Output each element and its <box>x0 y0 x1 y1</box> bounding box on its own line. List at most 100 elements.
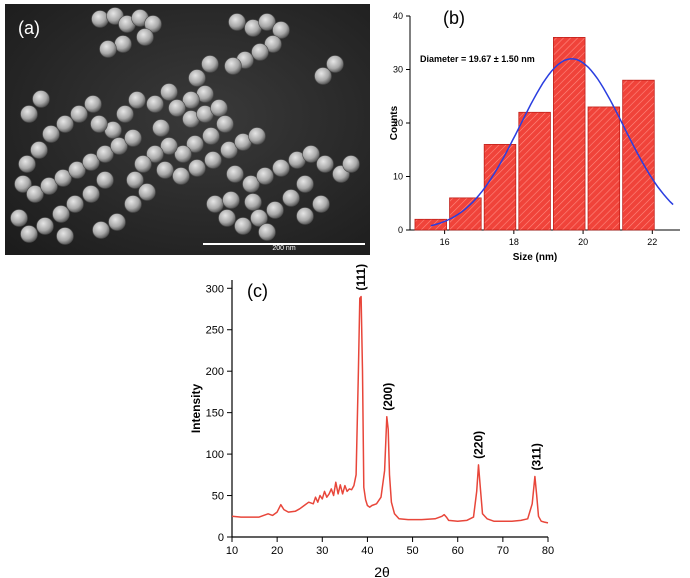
nanoparticle <box>296 175 314 193</box>
x-tick-label: 40 <box>361 545 373 557</box>
nanoparticle <box>312 195 330 213</box>
nanoparticle <box>42 125 60 143</box>
sem-micrograph: 200 nm <box>5 4 370 255</box>
nanoparticle <box>316 155 334 173</box>
nanoparticle <box>82 153 100 171</box>
x-tick-label: 10 <box>226 545 238 557</box>
nanoparticle <box>144 15 162 33</box>
histogram-bar <box>449 197 482 231</box>
nanoparticle <box>10 209 28 227</box>
peak-label: (220) <box>471 431 485 459</box>
nanoparticle <box>188 159 206 177</box>
nanoparticle <box>146 145 164 163</box>
x-tick-label: 70 <box>497 545 509 557</box>
nanoparticle <box>186 135 204 153</box>
y-tick-label: 10 <box>393 172 403 182</box>
nanoparticle <box>188 69 206 87</box>
nanoparticle <box>224 57 242 75</box>
nanoparticle <box>222 191 240 209</box>
nanoparticle <box>248 127 266 145</box>
nanoparticle <box>216 115 234 133</box>
nanoparticle <box>99 40 117 58</box>
nanoparticle <box>272 159 290 177</box>
nanoparticle <box>108 213 126 231</box>
nanoparticle <box>160 83 178 101</box>
x-tick-label: 16 <box>440 237 450 247</box>
nanoparticle <box>234 217 252 235</box>
nanoparticle <box>226 165 244 183</box>
nanoparticle <box>90 115 108 133</box>
gaussian-fit-curve <box>430 58 674 227</box>
peak-label: (200) <box>381 383 395 411</box>
nanoparticle <box>244 193 262 211</box>
x-tick-label: 80 <box>542 545 554 557</box>
nanoparticle <box>326 55 344 73</box>
nanoparticle <box>56 115 74 133</box>
histogram-bar <box>518 111 551 231</box>
y-tick-label: 150 <box>206 408 224 420</box>
x-tick-label: 20 <box>578 237 588 247</box>
size-histogram-chart: 0 10 20 30 40 16 18 20 22 Diameter = 19.67 ± 1.50… <box>389 11 680 263</box>
nanoparticle <box>124 195 142 213</box>
nanoparticle <box>20 105 38 123</box>
nanoparticle <box>138 183 156 201</box>
nanoparticle <box>266 201 284 219</box>
nanoparticle <box>84 95 102 113</box>
xrd-pattern-line <box>231 295 549 524</box>
y-tick-label: 0 <box>398 225 403 235</box>
nanoparticle <box>18 155 36 173</box>
y-axis-title: Intensity <box>189 384 203 434</box>
nanoparticle <box>228 13 246 31</box>
x-tick-label: 20 <box>271 545 283 557</box>
nanoparticle <box>136 28 154 46</box>
nanoparticle <box>152 119 170 137</box>
nanoparticle <box>116 105 134 123</box>
x-axis-title: Size (nm) <box>513 252 557 263</box>
nanoparticle <box>160 137 178 155</box>
nanoparticle <box>172 167 190 185</box>
panel-a-label: (a) <box>18 18 40 38</box>
nanoparticle <box>168 99 186 117</box>
nanoparticle <box>54 169 72 187</box>
y-tick-label: 40 <box>393 11 403 21</box>
nanoparticle <box>220 141 238 159</box>
nanoparticle <box>68 161 86 179</box>
nanoparticle <box>250 209 268 227</box>
nanoparticle <box>66 195 84 213</box>
nanoparticle <box>110 137 128 155</box>
nanoparticle <box>30 141 48 159</box>
nanoparticle <box>146 95 164 113</box>
nanoparticle <box>258 13 276 31</box>
nanoparticle <box>282 189 300 207</box>
nanoparticle <box>258 223 276 241</box>
nanoparticle <box>182 91 200 109</box>
panel-b-label: (b) <box>443 8 465 28</box>
peak-label: (311) <box>530 443 544 470</box>
nanoparticle <box>92 221 110 239</box>
nanoparticle <box>128 91 146 109</box>
nanoparticle <box>96 171 114 189</box>
nanoparticle <box>242 175 260 193</box>
histogram-bar <box>587 106 621 231</box>
nanoparticle <box>174 145 192 163</box>
y-tick-label: 20 <box>393 118 403 128</box>
nanoparticle <box>256 167 274 185</box>
x-tick-label: 22 <box>647 237 657 247</box>
nanoparticle <box>251 43 269 61</box>
nanoparticle <box>82 185 100 203</box>
nanoparticle <box>52 205 70 223</box>
histogram-bar <box>414 218 447 231</box>
y-tick-label: 30 <box>393 65 403 75</box>
scale-bar-label: 200 nm <box>272 245 296 252</box>
histogram-annotation: Diameter = 19.67 ± 1.50 nm <box>420 54 535 64</box>
y-tick-label: 250 <box>206 325 224 337</box>
nanoparticle <box>201 55 219 73</box>
nanoparticle <box>96 145 114 163</box>
nanoparticle <box>342 155 360 173</box>
y-tick-label: 100 <box>206 449 224 461</box>
nanoparticle <box>296 207 314 225</box>
nanoparticle <box>40 177 58 195</box>
nanoparticle <box>70 105 88 123</box>
nanoparticle <box>126 171 144 189</box>
nanoparticle <box>56 227 74 245</box>
